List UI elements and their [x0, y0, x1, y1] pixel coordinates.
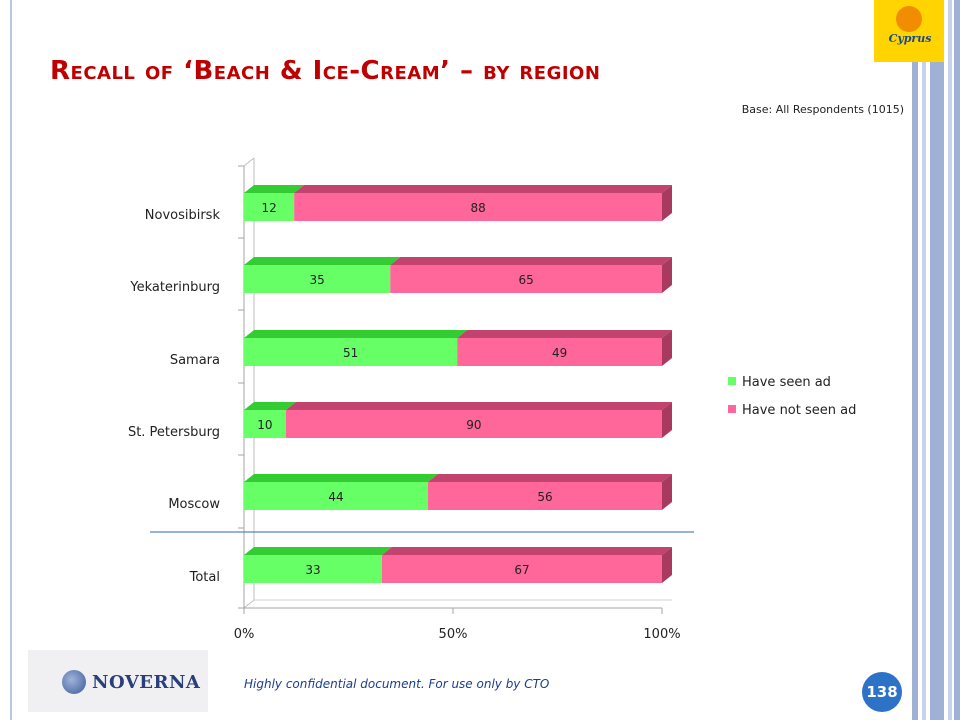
bar-not-seen: [390, 265, 662, 293]
bar-top-have-seen: [244, 257, 401, 265]
data-label-not-seen: 56: [537, 490, 552, 504]
bar-side-face: [662, 474, 672, 510]
cyprus-logo: Cyprus: [874, 0, 944, 62]
globe-icon: [62, 670, 86, 694]
data-label-not-seen: 67: [514, 563, 529, 577]
confidential-footnote: Highly confidential document. For use on…: [244, 677, 550, 691]
bar-top-not-seen: [285, 402, 672, 410]
data-label-have-seen: 33: [305, 563, 320, 577]
bar-not-seen: [427, 482, 662, 510]
page-number-badge: 138: [862, 672, 902, 712]
sun-icon: [896, 6, 922, 32]
bar-top-have-seen: [244, 547, 392, 555]
bar-side-face: [662, 330, 672, 366]
bar-top-not-seen: [381, 547, 672, 555]
category-label: Moscow: [168, 497, 220, 512]
bar-not-seen: [294, 193, 662, 221]
bar-have-seen: [244, 482, 428, 510]
bar-side-face: [662, 547, 672, 583]
category-label: Total: [189, 570, 220, 585]
base-note: Base: All Respondents (1015): [741, 103, 904, 116]
legend-swatch: [728, 405, 736, 413]
bar-top-have-seen: [244, 402, 296, 410]
bar-top-not-seen: [390, 257, 672, 265]
category-label: Samara: [170, 353, 220, 368]
noverna-logo: NOVERNA: [28, 650, 208, 712]
axis-floor-edge: [243, 599, 255, 609]
slide-title: Recall of ‘Beach & Ice-Cream’ – by regio…: [50, 56, 601, 86]
legend-label: Have seen ad: [742, 375, 831, 390]
bar-not-seen: [457, 338, 662, 366]
bar-have-seen: [244, 193, 295, 221]
data-label-not-seen: 88: [470, 201, 485, 215]
data-label-have-seen: 51: [343, 346, 358, 360]
bar-top-not-seen: [457, 330, 672, 338]
x-tick-label: 100%: [643, 627, 680, 642]
legend-label: Have not seen ad: [742, 403, 856, 418]
data-label-not-seen: 65: [519, 273, 534, 287]
bar-side-face: [662, 257, 672, 293]
bar-have-seen: [244, 338, 458, 366]
data-label-not-seen: 49: [552, 346, 567, 360]
category-label: Yekaterinburg: [129, 280, 220, 295]
data-label-not-seen: 90: [466, 418, 481, 432]
data-label-have-seen: 10: [257, 418, 272, 432]
right-decoration: [912, 0, 960, 720]
bar-side-face: [662, 402, 672, 438]
bar-not-seen: [285, 410, 662, 438]
legend-swatch: [728, 377, 736, 385]
bar-have-seen: [244, 265, 391, 293]
bar-side-face: [662, 185, 672, 221]
bar-have-seen: [244, 555, 382, 583]
footer-logo-text: NOVERNA: [92, 672, 201, 693]
data-label-have-seen: 44: [328, 490, 343, 504]
bar-top-have-seen: [244, 185, 305, 193]
bar-top-not-seen: [427, 474, 672, 482]
category-label: Novosibirsk: [145, 208, 221, 223]
x-tick-label: 50%: [439, 627, 468, 642]
category-label: St. Petersburg: [128, 425, 220, 440]
x-tick-label: 0%: [234, 627, 255, 642]
data-label-have-seen: 12: [261, 201, 276, 215]
left-rule: [10, 0, 12, 720]
axis-top-edge: [243, 157, 255, 167]
bar-top-have-seen: [244, 330, 468, 338]
bar-not-seen: [381, 555, 662, 583]
bar-top-have-seen: [244, 474, 438, 482]
brand-logo-text: Cyprus: [888, 32, 932, 45]
bar-top-not-seen: [294, 185, 672, 193]
bar-have-seen: [244, 410, 286, 438]
data-label-have-seen: 35: [310, 273, 325, 287]
